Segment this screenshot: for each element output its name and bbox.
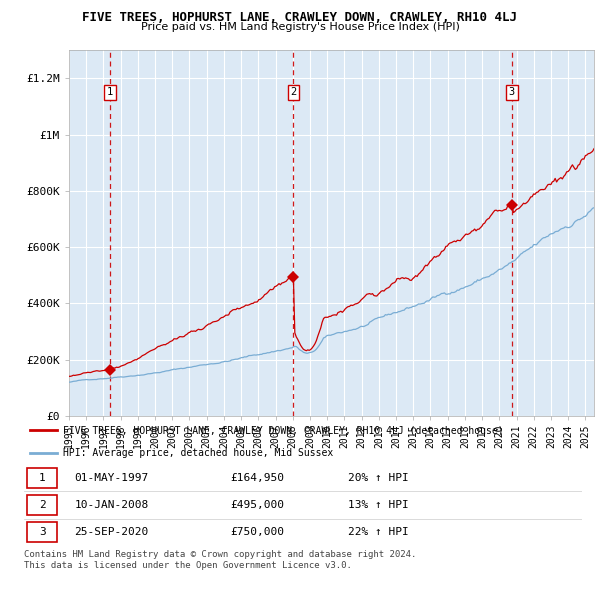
Text: 01-MAY-1997: 01-MAY-1997: [74, 473, 148, 483]
Text: £750,000: £750,000: [230, 527, 284, 537]
Text: Contains HM Land Registry data © Crown copyright and database right 2024.: Contains HM Land Registry data © Crown c…: [24, 550, 416, 559]
Text: 25-SEP-2020: 25-SEP-2020: [74, 527, 148, 537]
Text: 1: 1: [107, 87, 113, 97]
FancyBboxPatch shape: [27, 522, 58, 542]
Text: FIVE TREES, HOPHURST LANE, CRAWLEY DOWN, CRAWLEY, RH10 4LJ: FIVE TREES, HOPHURST LANE, CRAWLEY DOWN,…: [83, 11, 517, 24]
Text: 10-JAN-2008: 10-JAN-2008: [74, 500, 148, 510]
Text: 2: 2: [39, 500, 46, 510]
Text: 2: 2: [290, 87, 296, 97]
Text: This data is licensed under the Open Government Licence v3.0.: This data is licensed under the Open Gov…: [24, 560, 352, 569]
FancyBboxPatch shape: [27, 495, 58, 515]
Text: Price paid vs. HM Land Registry's House Price Index (HPI): Price paid vs. HM Land Registry's House …: [140, 22, 460, 32]
Text: 13% ↑ HPI: 13% ↑ HPI: [347, 500, 409, 510]
Text: £495,000: £495,000: [230, 500, 284, 510]
Text: FIVE TREES, HOPHURST LANE, CRAWLEY DOWN, CRAWLEY, RH10 4LJ (detached house): FIVE TREES, HOPHURST LANE, CRAWLEY DOWN,…: [63, 425, 503, 435]
Text: 22% ↑ HPI: 22% ↑ HPI: [347, 527, 409, 537]
Text: 1: 1: [39, 473, 46, 483]
Text: 3: 3: [509, 87, 515, 97]
Text: 3: 3: [39, 527, 46, 537]
Text: 20% ↑ HPI: 20% ↑ HPI: [347, 473, 409, 483]
Text: HPI: Average price, detached house, Mid Sussex: HPI: Average price, detached house, Mid …: [63, 448, 334, 457]
Text: £164,950: £164,950: [230, 473, 284, 483]
FancyBboxPatch shape: [27, 468, 58, 488]
